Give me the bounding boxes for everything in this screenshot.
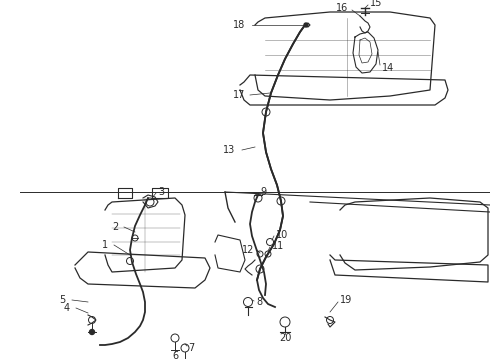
Text: 11: 11	[272, 241, 284, 251]
Text: 17: 17	[233, 90, 245, 100]
Text: 2: 2	[112, 222, 118, 232]
Text: 3: 3	[158, 187, 164, 197]
Text: 1: 1	[102, 240, 108, 250]
Text: 20: 20	[279, 333, 291, 343]
Text: 19: 19	[340, 295, 352, 305]
Text: 6: 6	[172, 351, 178, 360]
Text: 13: 13	[223, 145, 235, 155]
Text: 7: 7	[188, 343, 194, 353]
Text: 12: 12	[242, 245, 254, 255]
Text: 4: 4	[64, 303, 70, 313]
Text: 9: 9	[260, 187, 266, 197]
Text: 15: 15	[370, 0, 382, 8]
Text: 10: 10	[276, 230, 288, 240]
Circle shape	[90, 329, 95, 334]
Text: 14: 14	[382, 63, 394, 73]
Circle shape	[304, 23, 308, 27]
Text: 18: 18	[233, 20, 245, 30]
Text: 5: 5	[59, 295, 65, 305]
Text: 8: 8	[256, 297, 262, 307]
Text: 16: 16	[336, 3, 348, 13]
